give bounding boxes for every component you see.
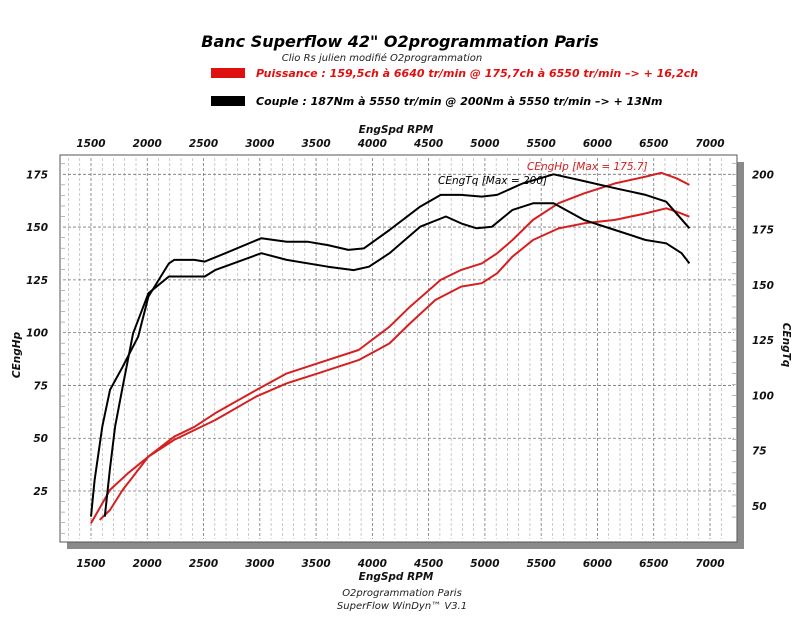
x-axis-title-top: EngSpd RPM <box>359 124 434 136</box>
tick-labels: 1500 1500 2000 2000 2500 2500 3000 3000 3500 3500… <box>26 138 774 570</box>
y-tick-label-right: 150 <box>752 280 774 292</box>
y-tick-label-right: 75 <box>752 446 767 458</box>
y-tick-label-right: 100 <box>752 390 774 402</box>
footer-line-2: SuperFlow WinDyn™ V3.1 <box>337 601 467 612</box>
grid <box>61 158 736 539</box>
annotation-tq-max: CEngTq [Max = 200] <box>438 175 547 187</box>
x-tick-label-top: 2500 <box>189 138 218 150</box>
y-tick-label-left: 75 <box>33 380 48 392</box>
y-tick-label-right: 125 <box>752 335 774 347</box>
series-lines <box>90 171 691 524</box>
power-curve-1 <box>99 207 690 521</box>
x-tick-label-bottom: 3000 <box>245 558 274 570</box>
y-axis-title-left: CEngHp <box>11 331 23 378</box>
x-tick-label-bottom: 7000 <box>695 558 724 570</box>
x-tick-label-bottom: 2000 <box>133 558 162 570</box>
x-tick-label-bottom: 4500 <box>413 558 443 570</box>
x-tick-label-bottom: 2500 <box>189 558 218 570</box>
x-tick-label-top: 3000 <box>245 138 274 150</box>
chart-subtitle: Clio Rs julien modifié O2programmation <box>282 52 482 64</box>
legend-label-power: Puissance : 159,5ch à 6640 tr/min @ 175,… <box>256 67 698 80</box>
x-tick-label-top: 6500 <box>639 138 668 150</box>
x-tick-label-bottom: 5000 <box>470 558 499 570</box>
x-tick-label-top: 5000 <box>470 138 499 150</box>
x-tick-label-bottom: 6500 <box>639 558 668 570</box>
y-tick-label-right: 175 <box>752 225 774 237</box>
legend-swatch-power <box>211 68 245 78</box>
y-tick-label-left: 150 <box>26 222 48 234</box>
plot-area <box>59 154 738 543</box>
y-tick-label-right: 50 <box>752 501 767 513</box>
y-axis-title-right: CEngTq <box>780 323 792 368</box>
x-tick-label-bottom: 5500 <box>527 558 556 570</box>
y-tick-label-left: 125 <box>26 275 48 287</box>
y-tick-label-right: 200 <box>752 169 774 181</box>
x-tick-label-top: 4000 <box>357 138 387 150</box>
x-tick-label-bottom: 3500 <box>301 558 330 570</box>
torque-curve-3 <box>103 202 691 517</box>
x-tick-label-bottom: 6000 <box>583 558 612 570</box>
x-tick-label-top: 7000 <box>695 138 724 150</box>
x-tick-label-top: 5500 <box>527 138 556 150</box>
x-tick-label-bottom: 4000 <box>357 558 387 570</box>
x-tick-label-top: 6000 <box>583 138 612 150</box>
y-tick-label-left: 175 <box>26 169 48 181</box>
legend-swatch-torque <box>211 96 245 106</box>
x-tick-label-top: 4500 <box>413 138 443 150</box>
y-tick-label-left: 25 <box>33 486 48 498</box>
annotation-hp-max: CEngHp [Max = 175.7] <box>527 161 648 173</box>
x-axis-title-bottom: EngSpd RPM <box>359 571 434 583</box>
x-tick-label-bottom: 1500 <box>76 558 105 570</box>
x-tick-label-top: 3500 <box>301 138 330 150</box>
legend-label-torque: Couple : 187Nm à 5550 tr/min @ 200Nm à 5… <box>256 95 663 108</box>
torque-curve-2 <box>90 173 691 517</box>
chart-title: Banc Superflow 42" O2programmation Paris <box>201 32 599 51</box>
y-tick-label-left: 100 <box>26 328 48 340</box>
x-tick-label-top: 2000 <box>133 138 162 150</box>
x-tick-label-top: 1500 <box>76 138 105 150</box>
footer-line-1: O2programmation Paris <box>342 588 462 599</box>
y-tick-label-left: 50 <box>33 433 48 445</box>
